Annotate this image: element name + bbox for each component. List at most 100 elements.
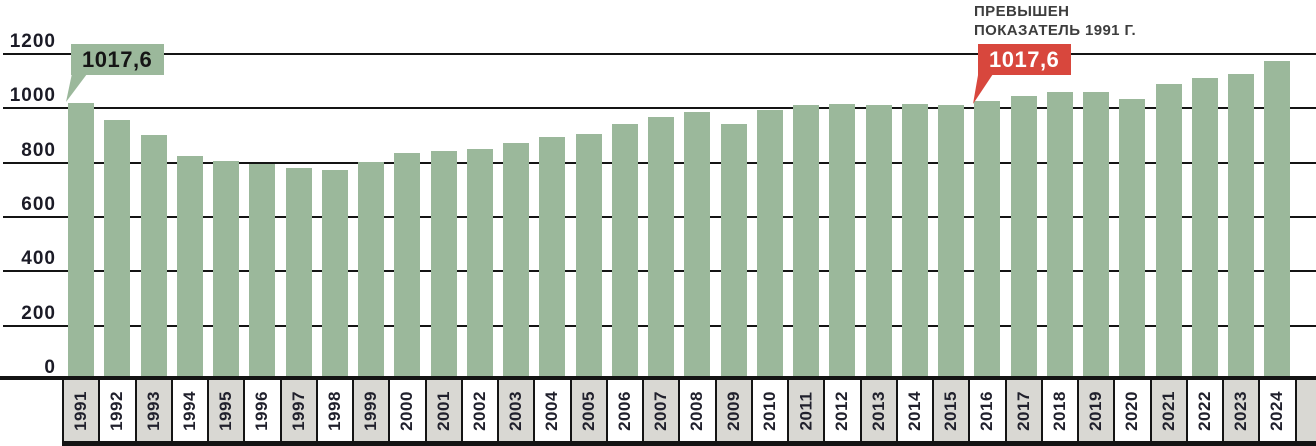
year-text: 1997	[288, 390, 308, 431]
bar	[974, 100, 1001, 378]
gridline	[3, 53, 1316, 55]
year-text: 1992	[107, 390, 127, 431]
bar	[176, 156, 203, 378]
bar	[249, 164, 276, 378]
year-text: 2005	[578, 390, 598, 431]
year-text: 1991	[71, 390, 91, 431]
year-text: 1999	[361, 390, 381, 431]
bar	[213, 161, 240, 378]
year-text: 2017	[1013, 390, 1033, 431]
bar	[575, 133, 602, 378]
x-axis-year-label: 2012	[823, 380, 860, 441]
annotation-line-2: ПОКАЗАТЕЛЬ 1991 Г.	[974, 22, 1137, 39]
bar	[1010, 96, 1037, 378]
x-axis-year-label: 2013	[859, 380, 896, 441]
y-axis-tick-label: 600	[21, 194, 56, 215]
x-axis-year-label: 2002	[460, 380, 497, 441]
bar	[104, 119, 131, 378]
x-axis-year-label: 1995	[207, 380, 244, 441]
year-text: 2021	[1158, 390, 1178, 431]
x-axis-year-label: 2014	[895, 380, 932, 441]
bar	[756, 110, 783, 378]
callout-1991: 1017,6	[71, 44, 165, 75]
x-axis-year-label: 1991	[62, 380, 99, 441]
year-text: 2012	[832, 390, 852, 431]
bar	[1083, 92, 1110, 378]
bar	[466, 149, 493, 378]
x-axis-year-label: 2009	[714, 380, 751, 441]
y-axis-tick-label: 1000	[9, 85, 56, 107]
x-axis-year-label: 1993	[134, 380, 171, 441]
callout-2016-pointer-icon	[973, 74, 993, 104]
year-text: 2006	[614, 390, 634, 431]
x-axis-year-label: 1999	[352, 380, 389, 441]
bar	[829, 103, 856, 378]
y-axis-tick-label: 1200	[9, 31, 56, 52]
x-axis-year-label: 2020	[1113, 380, 1150, 441]
bar	[720, 124, 747, 378]
bar	[358, 161, 385, 378]
bar	[539, 137, 566, 378]
x-axis-year-label: 2000	[388, 380, 425, 441]
year-text: 2015	[941, 390, 961, 431]
bar	[684, 111, 711, 378]
x-axis-year-label: 2005	[569, 380, 606, 441]
x-axis-year-label: 1997	[279, 380, 316, 441]
year-text: 2016	[977, 390, 997, 431]
bar	[1191, 78, 1218, 378]
x-axis-year-label: 1996	[243, 380, 280, 441]
x-axis-year-label: 1994	[170, 380, 207, 441]
x-axis-year-label: 2024	[1258, 380, 1295, 441]
year-text: 2007	[651, 390, 671, 431]
x-axis-year-label: 1992	[98, 380, 135, 441]
gridline	[0, 376, 1316, 380]
x-axis-year-label: 2006	[605, 380, 642, 441]
bar	[1119, 98, 1146, 378]
year-text: 1996	[252, 390, 272, 431]
year-text: 2020	[1122, 390, 1142, 431]
bar	[648, 117, 675, 378]
year-text: 2004	[542, 390, 562, 431]
x-axis-year-label: 2001	[424, 380, 461, 441]
year-text: 2018	[1049, 390, 1069, 431]
year-text: 2000	[397, 390, 417, 431]
y-axis-tick-label: 400	[21, 248, 56, 270]
x-axis-year-label: 1998	[315, 380, 352, 441]
year-text: 1993	[143, 390, 163, 431]
bar	[321, 170, 348, 378]
x-axis-year-label: 2018	[1040, 380, 1077, 441]
bar	[430, 151, 457, 378]
x-axis-year-label: 2010	[750, 380, 787, 441]
bar	[140, 135, 167, 378]
bar	[1228, 74, 1255, 378]
x-axis-year-label: 2022	[1185, 380, 1222, 441]
annotation-line-1: ПРЕВЫШЕН	[974, 3, 1070, 20]
x-axis-year-label: 2003	[497, 380, 534, 441]
bar	[1046, 92, 1073, 378]
bar	[1264, 60, 1291, 378]
bar	[901, 104, 928, 378]
callout-1991-pointer-icon	[66, 74, 87, 102]
year-text: 2013	[868, 390, 888, 431]
year-text: 2010	[759, 390, 779, 431]
x-axis-year-label: 2021	[1149, 380, 1186, 441]
year-text: 1994	[179, 390, 199, 431]
year-text: 2001	[433, 390, 453, 431]
bar	[394, 152, 421, 378]
x-axis-year-label: 2015	[932, 380, 969, 441]
year-text: 1995	[216, 390, 236, 431]
x-axis-year-strip: 1991 1992 1993 1994 1995 1996 1997 1998 1999 2000…	[62, 380, 1316, 446]
annotation-exceeded-1991: ПРЕВЫШЕН ПОКАЗАТЕЛЬ 1991 Г.	[974, 2, 1136, 40]
callout-2016: 1017,6	[978, 44, 1072, 75]
x-axis-year-label: 2019	[1077, 380, 1114, 441]
bar	[285, 167, 312, 378]
bar	[611, 123, 638, 378]
bar	[68, 102, 95, 378]
x-axis-year-label: 2017	[1004, 380, 1041, 441]
x-axis-filler-cell	[1294, 380, 1316, 441]
x-axis-year-label: 2007	[642, 380, 679, 441]
bar	[865, 105, 892, 378]
year-text: 2008	[687, 390, 707, 431]
year-text: 2019	[1086, 390, 1106, 431]
